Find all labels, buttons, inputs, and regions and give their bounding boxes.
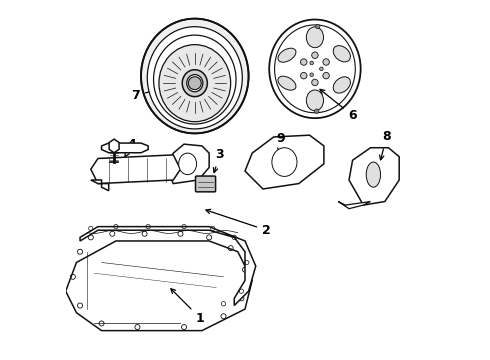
Circle shape (323, 59, 329, 65)
Text: 7: 7 (131, 89, 157, 102)
Polygon shape (338, 202, 370, 209)
Text: 3: 3 (213, 148, 224, 172)
Circle shape (300, 59, 307, 65)
Text: 9: 9 (276, 132, 285, 153)
Ellipse shape (274, 25, 355, 113)
Circle shape (310, 61, 314, 65)
Text: 1: 1 (171, 289, 204, 325)
Ellipse shape (278, 76, 296, 90)
Ellipse shape (269, 19, 361, 118)
Circle shape (310, 73, 314, 77)
Polygon shape (91, 155, 180, 184)
Circle shape (312, 79, 318, 86)
Circle shape (315, 109, 319, 113)
Ellipse shape (159, 45, 231, 122)
Text: 2: 2 (206, 209, 271, 237)
Ellipse shape (333, 77, 350, 93)
Circle shape (316, 24, 320, 29)
Ellipse shape (153, 35, 236, 124)
Ellipse shape (182, 70, 207, 96)
Circle shape (300, 72, 307, 79)
Circle shape (188, 77, 201, 90)
Ellipse shape (272, 148, 297, 176)
Ellipse shape (306, 90, 323, 111)
Polygon shape (166, 144, 209, 184)
Ellipse shape (187, 75, 203, 92)
Ellipse shape (306, 27, 323, 48)
Ellipse shape (333, 46, 350, 62)
Ellipse shape (278, 48, 296, 62)
Text: 8: 8 (380, 130, 391, 160)
Ellipse shape (179, 153, 196, 175)
Text: 5: 5 (101, 157, 110, 170)
Polygon shape (66, 241, 252, 330)
Polygon shape (349, 148, 399, 205)
Text: 6: 6 (320, 89, 357, 122)
Circle shape (323, 72, 329, 79)
Polygon shape (109, 139, 119, 153)
Circle shape (319, 67, 323, 71)
Polygon shape (101, 143, 148, 153)
Polygon shape (245, 135, 324, 189)
Ellipse shape (141, 19, 248, 134)
Polygon shape (91, 180, 109, 191)
Ellipse shape (366, 162, 381, 187)
Circle shape (312, 52, 318, 58)
Ellipse shape (147, 27, 243, 129)
Polygon shape (80, 226, 256, 306)
Text: 4: 4 (125, 138, 136, 157)
FancyBboxPatch shape (196, 176, 216, 192)
